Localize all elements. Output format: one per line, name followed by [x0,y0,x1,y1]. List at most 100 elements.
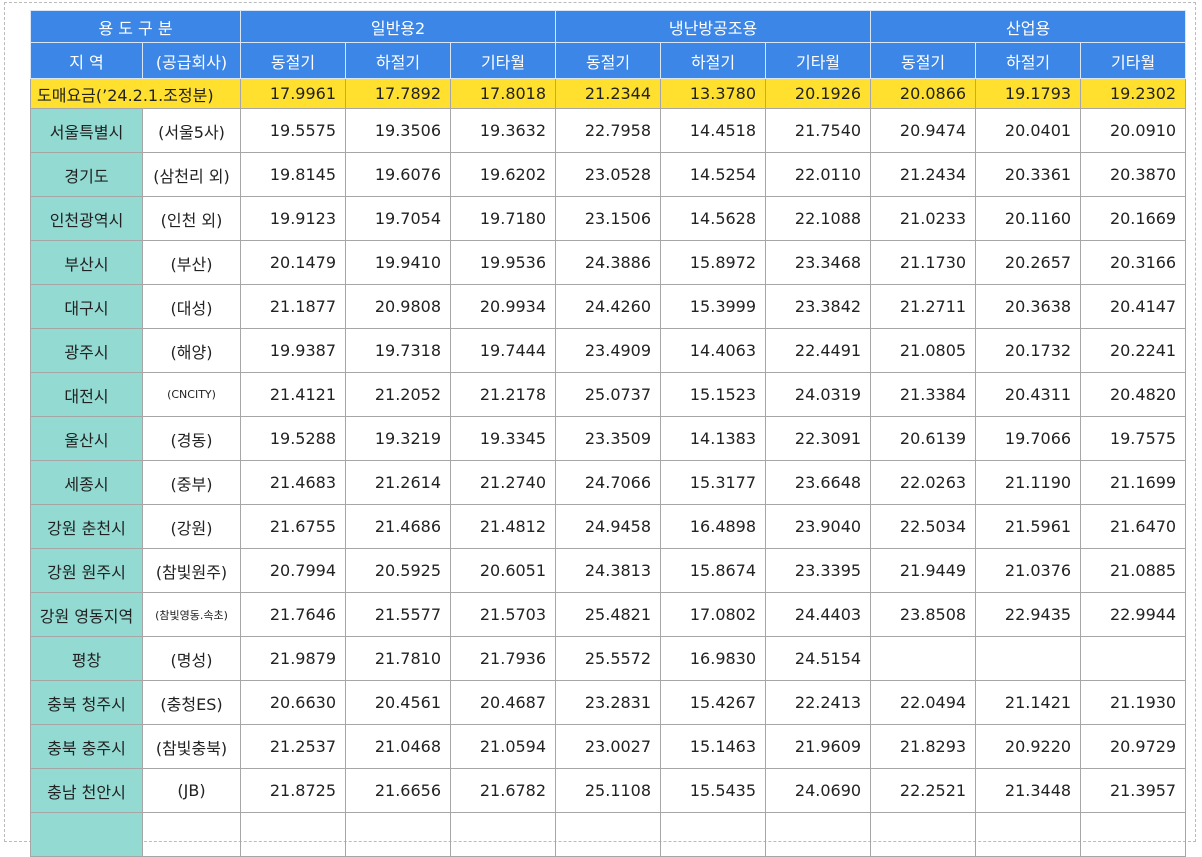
company: (삼천리 외) [141,152,242,197]
rate-value: 25.1108 [555,768,662,813]
rate-value: 21.0376 [975,548,1082,593]
rate-value: 19.9410 [345,240,452,285]
empty-cell [240,812,347,857]
rate-value: 21.7540 [765,108,872,153]
rate-value: 19.3219 [345,416,452,461]
rate-value: 23.4909 [555,328,662,373]
rate-value: 21.6656 [345,768,452,813]
empty-cell [975,636,1082,681]
wholesale-value: 17.8018 [450,78,557,109]
region: 인천광역시 [30,196,143,241]
data-row: 강원 영동지역 (참빛영동.속초) 21.7646 21.5577 21.5703 25.… [30,592,1187,637]
rate-value: 19.6202 [450,152,557,197]
region: 강원 원주시 [30,548,143,593]
rate-value: 23.9040 [765,504,872,549]
wholesale-value: 19.2302 [1080,78,1187,109]
rate-value: 21.1877 [240,284,347,329]
region: 대전시 [30,372,143,417]
rate-value: 20.1732 [975,328,1082,373]
rate-value: 19.7444 [450,328,557,373]
rate-value: 21.8725 [240,768,347,813]
rate-value: 14.4518 [660,108,767,153]
rate-value: 20.2657 [975,240,1082,285]
rate-value: 22.5034 [870,504,977,549]
rate-value: 21.8293 [870,724,977,769]
rate-value: 22.7958 [555,108,662,153]
rate-value: 20.4147 [1080,284,1187,329]
data-row: 세종시 (중부) 21.4683 21.2614 21.2740 24.7066 15.31… [30,460,1187,505]
rate-value: 21.0468 [345,724,452,769]
rate-value: 22.2521 [870,768,977,813]
empty-cell [765,812,872,857]
data-row: 경기도 (삼천리 외) 19.8145 19.6076 19.6202 23.0528 14… [30,152,1187,197]
empty-cell [141,812,242,857]
season-header: 기타월 [1080,42,1187,79]
rate-value: 21.0805 [870,328,977,373]
season-header: 하절기 [660,42,767,79]
company: (JB) [141,768,242,813]
rate-value: 21.2052 [345,372,452,417]
rate-value: 21.6470 [1080,504,1187,549]
rate-value: 21.1190 [975,460,1082,505]
rate-value: 20.9934 [450,284,557,329]
rate-value: 24.3813 [555,548,662,593]
rate-value: 20.4820 [1080,372,1187,417]
company: (해양) [141,328,242,373]
rate-table: 용 도 구 분 일반용2 냉난방공조용 산업용 지 역 (공급회사) 동절기 하절기 기타월 동절… [29,10,1187,857]
rate-value: 21.6755 [240,504,347,549]
rate-value: 21.9879 [240,636,347,681]
rate-value: 16.4898 [660,504,767,549]
rate-value: 22.2413 [765,680,872,725]
region: 충남 천안시 [30,768,143,813]
rate-value: 21.4683 [240,460,347,505]
wholesale-value: 17.7892 [345,78,452,109]
region: 세종시 [30,460,143,505]
rate-value: 21.5577 [345,592,452,637]
rate-value: 21.3384 [870,372,977,417]
company: (인천 외) [141,196,242,241]
region: 서울특별시 [30,108,143,153]
season-header: 기타월 [450,42,557,79]
rate-value: 15.4267 [660,680,767,725]
company: (중부) [141,460,242,505]
region: 경기도 [30,152,143,197]
rate-value: 15.1463 [660,724,767,769]
rate-value: 23.3468 [765,240,872,285]
data-row: 충북 청주시 (충청ES) 20.6630 20.4561 20.4687 23.2831… [30,680,1187,725]
rate-value: 20.1160 [975,196,1082,241]
empty-cell [1080,812,1187,857]
header-row: 용 도 구 분 일반용2 냉난방공조용 산업용 [29,10,1187,43]
company: (대성) [141,284,242,329]
rate-value: 15.8972 [660,240,767,285]
rate-value: 21.6782 [450,768,557,813]
rate-value: 20.9729 [1080,724,1187,769]
rate-value: 23.0027 [555,724,662,769]
rate-value: 19.3506 [345,108,452,153]
data-row: 부산시 (부산) 20.1479 19.9410 19.9536 24.3886 15.89… [30,240,1187,285]
rate-value: 20.3638 [975,284,1082,329]
data-row: 강원 춘천시 (강원) 21.6755 21.4686 21.4812 24.9458 16… [30,504,1187,549]
rate-value: 23.2831 [555,680,662,725]
season-header: 동절기 [870,42,977,79]
rate-value: 15.3999 [660,284,767,329]
season-header: 기타월 [765,42,872,79]
rate-value: 25.5572 [555,636,662,681]
company: (충청ES) [141,680,242,725]
rate-value: 22.9435 [975,592,1082,637]
group-label: 용 도 구 분 [29,10,242,43]
rate-value: 22.9944 [1080,592,1187,637]
company: (강원) [141,504,242,549]
empty-cell [870,636,977,681]
rate-value: 20.1479 [240,240,347,285]
rate-value: 24.9458 [555,504,662,549]
rate-value: 21.9609 [765,724,872,769]
rate-value: 20.3870 [1080,152,1187,197]
empty-cell [870,812,977,857]
wholesale-value: 17.9961 [240,78,347,109]
rate-value: 19.5575 [240,108,347,153]
rate-value: 17.0802 [660,592,767,637]
rate-value: 20.4561 [345,680,452,725]
rate-value: 23.1506 [555,196,662,241]
rate-value: 23.6648 [765,460,872,505]
data-row: 서울특별시 (서울5사) 19.5575 19.3506 19.3632 22.7958 1… [30,108,1187,153]
